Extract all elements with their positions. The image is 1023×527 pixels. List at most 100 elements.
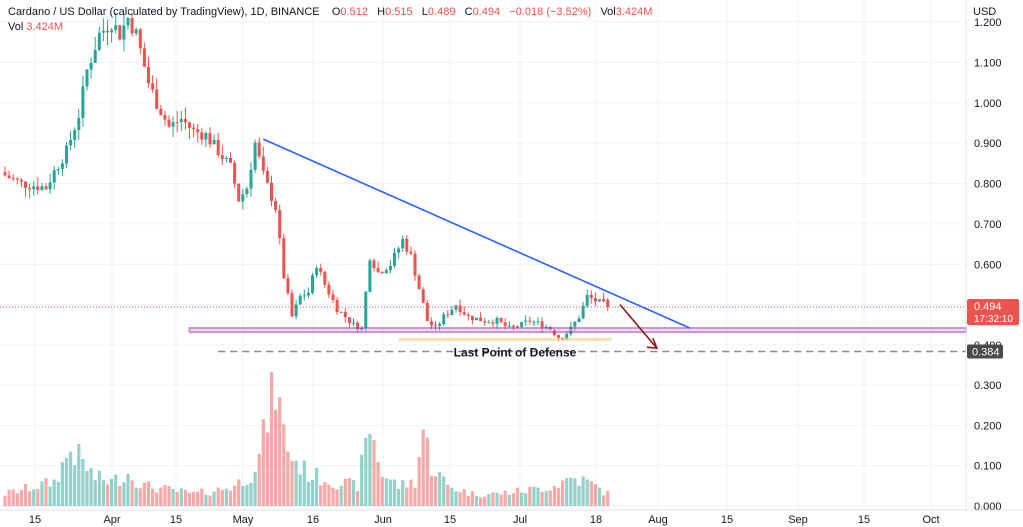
volume-bar xyxy=(101,480,105,506)
candle-down xyxy=(511,325,515,327)
candle-down xyxy=(233,162,237,184)
candle-down xyxy=(282,238,286,279)
volume-bar xyxy=(274,409,278,506)
volume-bar xyxy=(372,440,376,506)
volume-bar xyxy=(425,437,429,506)
volume-bar xyxy=(556,488,561,506)
last-price-value: 0.494 xyxy=(974,301,1002,313)
defense-level-value: 0.384 xyxy=(972,346,1000,358)
time-tick-label: Aug xyxy=(648,514,668,526)
candle-down xyxy=(290,293,294,317)
time-tick-label: 15 xyxy=(858,514,870,526)
time-tick-label: Jun xyxy=(374,514,392,526)
volume-bar xyxy=(69,451,73,506)
volume-bar xyxy=(3,495,7,506)
drawings: Last Point of Defense xyxy=(0,138,967,359)
candle-down xyxy=(409,251,413,254)
volume-bar xyxy=(126,473,130,506)
candle-up xyxy=(77,118,81,131)
candle-up xyxy=(532,321,536,323)
price-tick-label: 1.100 xyxy=(974,57,1002,69)
candle-up xyxy=(40,186,44,190)
candle-down xyxy=(319,268,323,272)
candle-up xyxy=(32,186,36,190)
volume-bar xyxy=(528,486,532,506)
candle-up xyxy=(450,309,454,315)
volume-value-2: 3.424M xyxy=(26,21,64,33)
candle-down xyxy=(167,119,171,127)
candle-down xyxy=(155,89,159,109)
candle-down xyxy=(413,253,417,276)
candle-down xyxy=(142,48,146,67)
candle-up xyxy=(454,305,458,310)
candle-up xyxy=(397,248,401,253)
high-value: 0.515 xyxy=(385,6,413,18)
candle-down xyxy=(434,325,437,327)
volume-bar xyxy=(487,493,491,506)
volume-bar xyxy=(40,481,44,506)
candle-down xyxy=(274,200,278,211)
candle-down xyxy=(335,299,339,313)
candle-up xyxy=(585,294,589,306)
volume-bar xyxy=(589,481,593,506)
candle-up xyxy=(52,170,56,183)
volume-bar xyxy=(520,492,524,506)
candle-down xyxy=(216,140,220,156)
volume-bar xyxy=(507,495,511,506)
candle-up xyxy=(352,322,355,324)
volume-bar xyxy=(7,489,11,506)
volume-bar xyxy=(335,489,339,506)
candle-down xyxy=(188,122,191,128)
volume-bar xyxy=(241,485,245,506)
candle-down xyxy=(503,322,507,327)
candle-down xyxy=(24,181,27,188)
candle-up xyxy=(212,140,216,145)
candle-down xyxy=(499,317,503,323)
volume-bar xyxy=(540,492,544,506)
volume-bar xyxy=(327,484,331,506)
candle-up xyxy=(368,260,372,292)
candle-down xyxy=(183,118,187,123)
candle-down xyxy=(425,303,429,322)
candle-up xyxy=(89,62,93,70)
candle-up xyxy=(388,265,392,271)
volume-bar xyxy=(48,486,52,506)
volume-bar xyxy=(118,485,122,506)
volume-bar xyxy=(347,478,351,506)
volume-bar xyxy=(286,451,290,506)
candle-up xyxy=(179,118,183,123)
volume-bar xyxy=(204,494,208,506)
candle-down xyxy=(540,321,544,328)
time-axis: 15 Apr 15 May 16 Jun 15 Jul 18 Aug 15 Sep 15 Oct xyxy=(0,509,1023,526)
candle-down xyxy=(106,30,109,33)
volume-bar xyxy=(23,484,28,506)
candle-up xyxy=(520,321,524,327)
candle-up xyxy=(487,322,491,324)
volume-bar xyxy=(257,453,261,506)
projection-arrow-head xyxy=(646,337,659,350)
candle-down xyxy=(323,271,327,285)
candle-down xyxy=(19,179,23,182)
candle-up xyxy=(598,299,601,302)
time-tick-label: May xyxy=(233,514,254,526)
price-tick-label: 1.200 xyxy=(974,17,1002,29)
volume-bar xyxy=(212,491,216,506)
volume-bar xyxy=(224,488,228,506)
price-tick-label: 0.100 xyxy=(974,461,1002,473)
volume-bar xyxy=(253,472,257,506)
volume-bar xyxy=(339,485,343,506)
candle-down xyxy=(356,322,360,330)
candle-up xyxy=(364,291,368,329)
price-tick-label: 1.000 xyxy=(974,98,1002,110)
volume-bar xyxy=(175,491,179,506)
time-tick-label: Oct xyxy=(922,514,939,526)
volume-bar xyxy=(130,480,134,506)
volume-bar xyxy=(146,481,151,506)
candle-down xyxy=(380,272,384,274)
volume-bar xyxy=(552,485,556,506)
volume-bar xyxy=(511,493,515,506)
bar-countdown: 17:32:10 xyxy=(974,314,1013,325)
volume-bar xyxy=(122,482,126,506)
volume-label: Vol xyxy=(600,6,616,18)
